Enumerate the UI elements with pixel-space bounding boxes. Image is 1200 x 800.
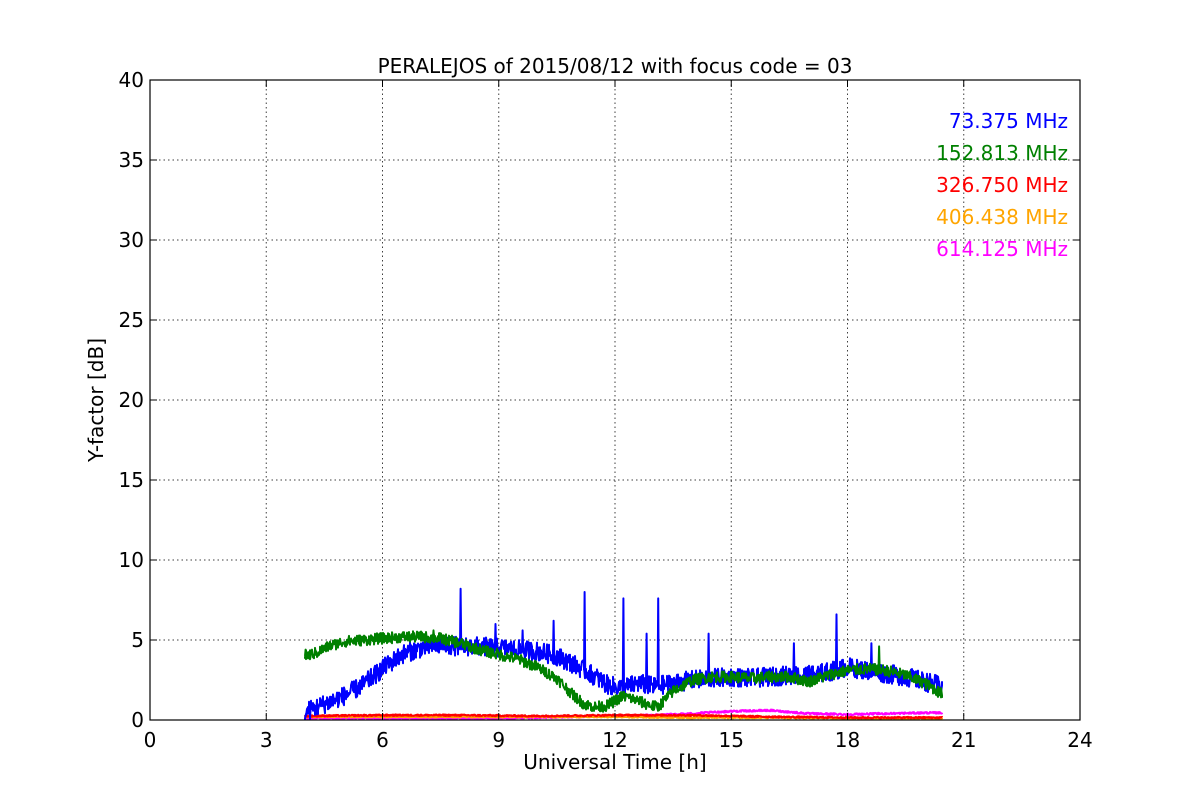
y-tick-label: 10 (119, 548, 144, 572)
y-tick-label: 30 (119, 228, 144, 252)
chart-title: PERALEJOS of 2015/08/12 with focus code … (378, 54, 853, 78)
grid (150, 80, 1080, 720)
ticks (149, 79, 1081, 721)
y-tick-label: 25 (119, 308, 144, 332)
legend-entry: 326.750 MHz (936, 173, 1068, 197)
legend-entry: 614.125 MHz (936, 237, 1068, 261)
y-tick-label: 35 (119, 148, 144, 172)
x-tick-label: 15 (719, 728, 744, 752)
series-line-0 (304, 587, 943, 720)
series-line-1 (304, 629, 943, 713)
x-tick-label: 21 (951, 728, 976, 752)
series-line-2 (304, 713, 943, 720)
x-tick-label: 12 (602, 728, 627, 752)
y-tick-label: 0 (131, 708, 144, 732)
legend: 73.375 MHz 152.813 MHz 326.750 MHz 406.438 … (936, 109, 1068, 261)
y-axis-title: Y-factor [dB] (84, 338, 108, 463)
x-tick-label: 18 (835, 728, 860, 752)
legend-entry: 73.375 MHz (949, 109, 1068, 133)
y-tick-label: 15 (119, 468, 144, 492)
y-tick-label: 40 (119, 68, 144, 92)
x-tick-label: 24 (1067, 728, 1092, 752)
y-tick-label: 5 (131, 628, 144, 652)
x-axis-title: Universal Time [h] (523, 750, 706, 774)
x-tick-label: 0 (144, 728, 157, 752)
legend-entry: 152.813 MHz (936, 141, 1068, 165)
y-tick-labels: 0 5 10 15 20 25 30 35 40 (119, 68, 144, 732)
x-tick-label: 9 (492, 728, 505, 752)
x-tick-label: 6 (376, 728, 389, 752)
legend-entry: 406.438 MHz (936, 205, 1068, 229)
y-tick-label: 20 (119, 388, 144, 412)
series-group (304, 587, 943, 721)
x-tick-label: 3 (260, 728, 273, 752)
x-tick-labels: 0 3 6 9 12 15 18 21 24 (144, 728, 1093, 752)
